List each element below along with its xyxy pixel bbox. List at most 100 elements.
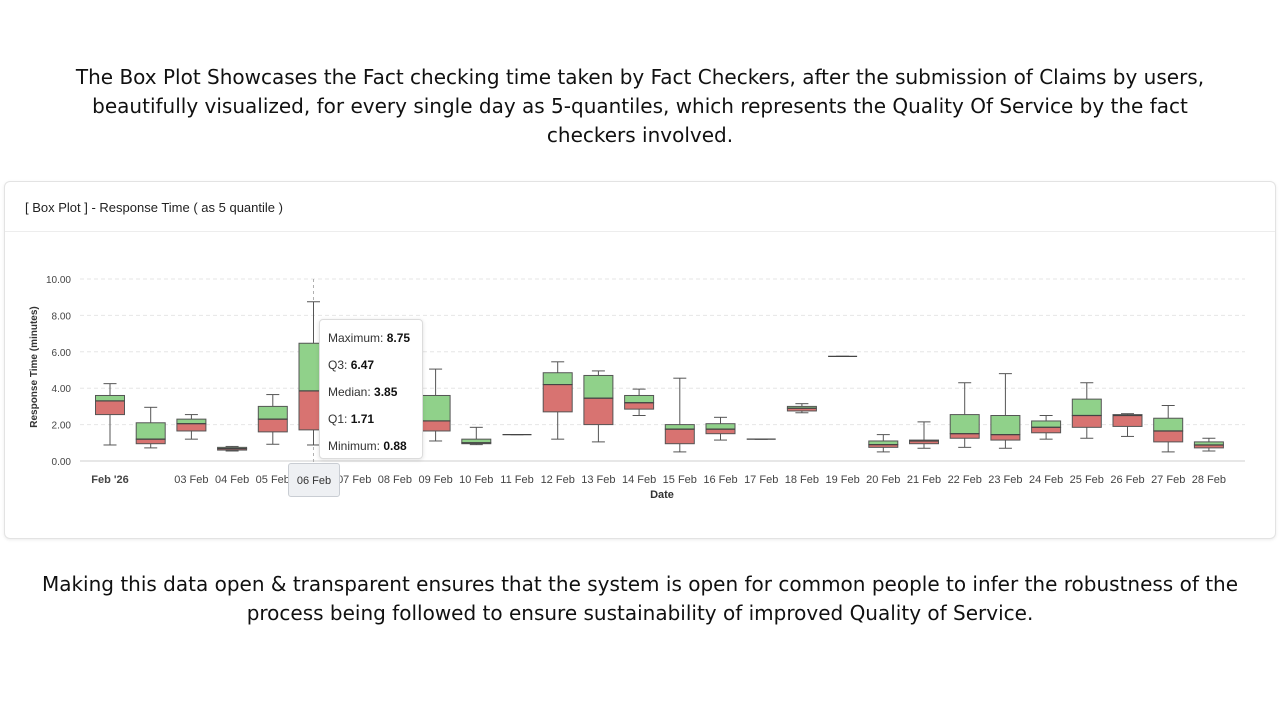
lower-box (1071, 415, 1102, 428)
x-tick-label: 16 Feb (703, 474, 737, 486)
grid-layer (80, 278, 1245, 462)
box-02-feb[interactable] (135, 406, 166, 449)
box-22-feb[interactable] (949, 382, 980, 448)
box-05-feb[interactable] (257, 394, 288, 445)
x-tick-label: 10 Feb (459, 474, 493, 486)
upper-box (624, 394, 655, 404)
box-layer (95, 301, 1224, 453)
x-tick-label: 19 Feb (825, 474, 859, 486)
outro-text: Making this data open & transparent ensu… (41, 572, 1239, 625)
x-tick-label: 11 Feb (500, 474, 533, 486)
lower-box (257, 418, 288, 433)
tooltip-maximum-value: 8.75 (386, 331, 411, 345)
lower-box (420, 420, 451, 432)
box-23-feb[interactable] (990, 373, 1021, 449)
chart-card: [ Box Plot ] - Response Time ( as 5 quan… (4, 181, 1276, 539)
lower-box (990, 434, 1021, 441)
x-tick-label: 25 Feb (1070, 474, 1104, 486)
lower-box (1112, 415, 1143, 427)
lower-box (624, 402, 655, 410)
box-04-feb[interactable] (217, 445, 248, 452)
box-10-feb[interactable] (461, 426, 492, 446)
x-tick-label: 12 Feb (541, 474, 575, 486)
x-tick-label: 18 Feb (785, 474, 819, 486)
y-tick-label: 8.00 (52, 311, 72, 322)
box-24-feb[interactable] (1031, 415, 1062, 440)
x-tick-label: 28 Feb (1192, 474, 1226, 486)
x-tick-label: 07 Feb (337, 474, 371, 486)
box-01-feb[interactable] (95, 383, 125, 446)
upper-box (542, 372, 573, 386)
box-12-feb[interactable] (542, 361, 573, 440)
lower-box (95, 400, 125, 416)
x-tick-label: 14 Feb (622, 474, 656, 486)
box-09-feb[interactable] (420, 368, 451, 442)
box-25-feb[interactable] (1071, 382, 1102, 439)
x-axis-title: Date (650, 489, 674, 501)
label-layer: 0.00 2.00 4.00 6.00 8.00 10.00 Feb '26 03 Feb 04… (46, 275, 1226, 486)
box-26-feb[interactable] (1112, 413, 1143, 437)
upper-box (420, 394, 451, 422)
upper-box (1031, 420, 1062, 428)
upper-box (990, 415, 1021, 436)
box-21-feb[interactable] (909, 421, 939, 449)
box-28-feb[interactable] (1193, 437, 1224, 452)
x-tick-label: 27 Feb (1151, 474, 1185, 486)
card-divider (5, 231, 1275, 232)
upper-box (1071, 398, 1102, 416)
y-tick-label: 0.00 (52, 457, 72, 468)
y-tick-label: 2.00 (52, 421, 72, 432)
box-15-feb[interactable] (664, 377, 695, 453)
tooltip-maximum-row: Maximum: 8.75 (328, 331, 410, 345)
box-16-feb[interactable] (705, 416, 736, 441)
box-27-feb[interactable] (1153, 404, 1184, 453)
x-tick-label: 13 Feb (581, 474, 615, 486)
hover-date-label: 06 Feb (288, 463, 340, 497)
x-tick-label: 24 Feb (1029, 474, 1063, 486)
chart-card-title: [ Box Plot ] - Response Time ( as 5 quan… (25, 200, 283, 215)
y-tick-label: 6.00 (52, 348, 72, 359)
tooltip-minimum-value: 0.88 (383, 439, 407, 453)
upper-box (257, 405, 288, 420)
y-tick-label: 10.00 (46, 275, 71, 286)
upper-box (95, 394, 125, 402)
box-03-feb[interactable] (176, 414, 207, 440)
x-tick-label: 04 Feb (215, 474, 249, 486)
upper-box (664, 424, 695, 430)
x-tick-label: 15 Feb (663, 474, 697, 486)
tooltip-q1-row: Q1: 1.71 (328, 412, 374, 426)
tooltip-median-value: 3.85 (374, 385, 398, 399)
upper-box (705, 423, 736, 430)
box-18-feb[interactable] (786, 403, 817, 414)
tooltip-minimum-label: Minimum: (328, 439, 381, 453)
x-tick-label: 17 Feb (744, 474, 778, 486)
x-tick-label: 05 Feb (256, 474, 290, 486)
box-tooltip: Maximum: 8.75 Q3: 6.47 Median: 3.85 Q1: … (319, 319, 423, 459)
tooltip-q1-label: Q1: (328, 412, 348, 426)
x-tick-label: 21 Feb (907, 474, 941, 486)
x-tick-label: 08 Feb (378, 474, 412, 486)
upper-box (583, 374, 614, 399)
upper-box (949, 414, 980, 435)
tooltip-maximum-label: Maximum: (328, 331, 384, 345)
x-tick-label: 26 Feb (1110, 474, 1144, 486)
box-14-feb[interactable] (624, 388, 655, 416)
x-tick-label: 09 Feb (418, 474, 452, 486)
x-tick-label: 20 Feb (866, 474, 900, 486)
tooltip-q3-value: 6.47 (350, 358, 375, 372)
x-tick-label: 23 Feb (988, 474, 1022, 486)
box-20-feb[interactable] (868, 434, 899, 453)
lower-box (949, 433, 980, 439)
lower-box (664, 428, 695, 445)
tooltip-median-row: Median: 3.85 (328, 385, 397, 399)
box-13-feb[interactable] (583, 370, 614, 443)
x-tick-label: 03 Feb (174, 474, 208, 486)
intro-text: The Box Plot Showcases the Fact checking… (75, 65, 1205, 147)
x-tick-label: 22 Feb (948, 474, 982, 486)
lower-box (1153, 430, 1184, 443)
x-tick-label: Feb '26 (91, 474, 128, 486)
y-axis-title: Response Time (minutes) (29, 306, 40, 428)
lower-box (176, 423, 207, 432)
upper-box (176, 418, 207, 425)
